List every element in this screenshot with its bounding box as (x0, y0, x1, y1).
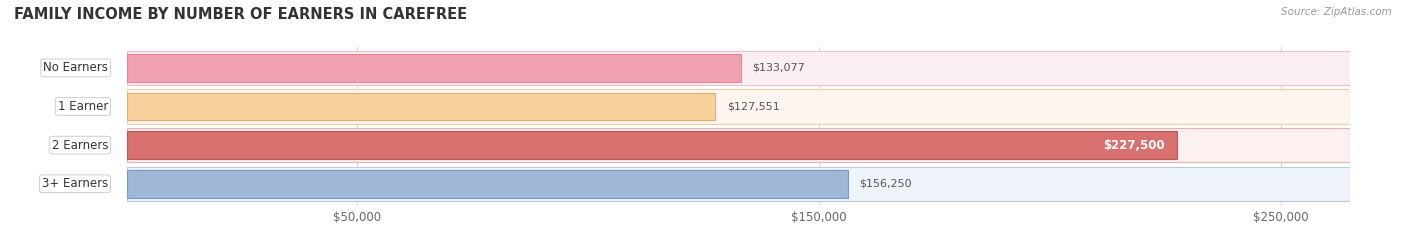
Text: No Earners: No Earners (44, 61, 108, 74)
Bar (127, 131, 1177, 159)
Text: FAMILY INCOME BY NUMBER OF EARNERS IN CAREFREE: FAMILY INCOME BY NUMBER OF EARNERS IN CA… (14, 7, 467, 22)
Text: Source: ZipAtlas.com: Source: ZipAtlas.com (1281, 7, 1392, 17)
Text: 2 Earners: 2 Earners (52, 139, 108, 152)
Text: $156,250: $156,250 (859, 179, 912, 189)
Text: 3+ Earners: 3+ Earners (42, 177, 108, 190)
Bar (127, 89, 1350, 123)
Bar (127, 54, 741, 82)
Bar (127, 51, 1350, 85)
Text: $227,500: $227,500 (1104, 139, 1166, 152)
Text: $133,077: $133,077 (752, 63, 806, 73)
Bar (127, 93, 716, 120)
Bar (127, 170, 848, 198)
Bar (127, 167, 1350, 201)
Text: $127,551: $127,551 (727, 102, 779, 112)
Text: 1 Earner: 1 Earner (58, 100, 108, 113)
Bar (127, 128, 1350, 162)
